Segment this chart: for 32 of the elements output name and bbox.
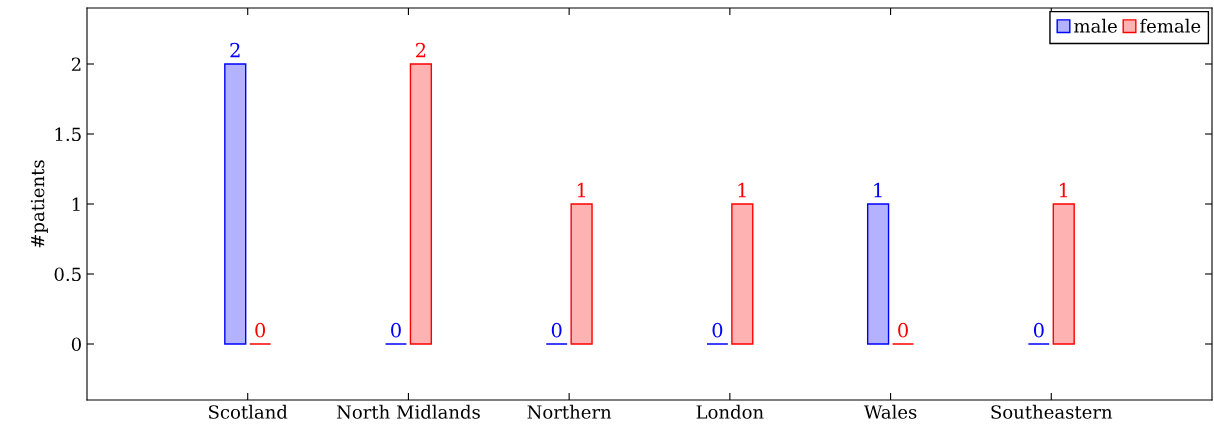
data-label: 0 <box>551 322 562 338</box>
data-label: 1 <box>874 182 882 198</box>
bar <box>1052 203 1075 345</box>
y-tick-label: 1.5 <box>55 127 81 142</box>
legend-label: female <box>1140 18 1201 33</box>
y-tick-label: 2 <box>71 57 81 71</box>
data-label: 2 <box>416 42 426 58</box>
y-tick-label: 0.5 <box>54 267 81 282</box>
data-label: 0 <box>898 322 908 338</box>
data-label: 1 <box>577 182 586 198</box>
bar <box>409 63 433 345</box>
x-tick-label: North Midlands <box>336 404 480 419</box>
data-label: 0 <box>712 322 723 338</box>
y-tick-label: 0 <box>71 337 81 352</box>
bar <box>731 203 754 345</box>
data-label: 0 <box>255 322 266 338</box>
x-tick-label: Scotland <box>209 404 288 419</box>
data-label: 0 <box>1033 322 1044 338</box>
x-tick-label: Northern <box>527 404 612 419</box>
data-label: 1 <box>738 182 746 198</box>
x-tick-label: Southeastern <box>991 404 1113 419</box>
bar <box>224 63 247 345</box>
x-tick-label: Wales <box>863 404 917 419</box>
bar <box>866 203 890 345</box>
data-label: 0 <box>391 322 401 338</box>
y-tick-label: 1 <box>72 197 80 211</box>
x-tick-label: London <box>696 404 764 419</box>
y-axis-title: #patients <box>30 160 48 248</box>
data-label: 2 <box>230 42 240 58</box>
legend-label: male <box>1074 18 1117 33</box>
bar <box>570 203 593 345</box>
data-label: 1 <box>1059 182 1068 198</box>
